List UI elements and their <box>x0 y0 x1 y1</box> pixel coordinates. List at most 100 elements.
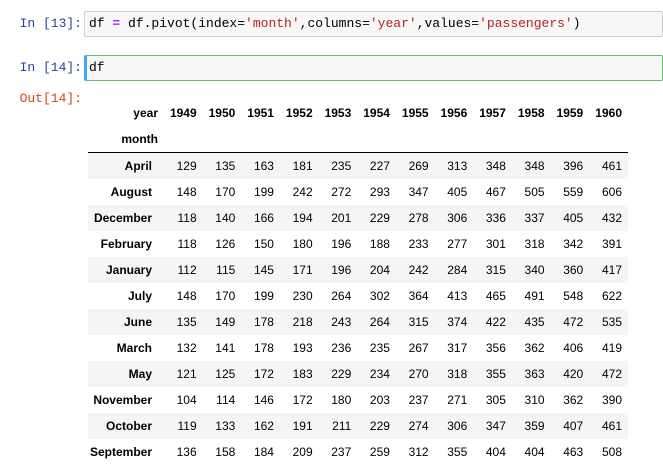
table-cell: 302 <box>369 289 390 303</box>
table-cell: 140 <box>215 211 236 225</box>
column-header-1950: 1950 <box>208 106 236 120</box>
table-cell: 472 <box>563 315 584 329</box>
table-cell: 183 <box>292 367 313 381</box>
table-cell: 118 <box>177 237 197 251</box>
table-cell: 508 <box>601 445 622 459</box>
row-label: June <box>123 315 152 329</box>
empty-header-cell <box>164 126 203 153</box>
table-cell: 622 <box>601 289 622 303</box>
table-cell: 194 <box>292 211 313 225</box>
code-token: ,values= <box>416 16 480 31</box>
table-row: September 136 158 184 209 237 259 312 355 404 404 4… <box>88 439 628 465</box>
table-cell: 114 <box>216 393 236 407</box>
table-cell: 347 <box>408 185 429 199</box>
table-cell: 465 <box>485 289 506 303</box>
empty-header-cell <box>551 126 590 153</box>
code-token: = <box>112 16 121 31</box>
table-cell: 145 <box>253 263 274 277</box>
column-header-1953: 1953 <box>324 106 352 120</box>
table-cell: 306 <box>447 419 468 433</box>
table-row: November 104 114 146 172 180 203 237 271 305 310 36… <box>88 387 628 413</box>
row-label: September <box>89 445 152 459</box>
table-cell: 237 <box>331 445 352 459</box>
table-cell: 203 <box>369 393 390 407</box>
table-cell: 347 <box>485 419 506 433</box>
table-cell: 310 <box>524 393 545 407</box>
empty-header-cell <box>319 126 358 153</box>
table-cell: 305 <box>485 393 506 407</box>
table-cell: 201 <box>331 211 352 225</box>
code-input[interactable]: df <box>84 55 663 81</box>
table-cell: 132 <box>176 341 197 355</box>
table-cell: 491 <box>524 289 545 303</box>
table-cell: 270 <box>408 367 429 381</box>
table-cell: 548 <box>563 289 584 303</box>
row-label: January <box>105 263 152 277</box>
table-cell: 234 <box>369 367 390 381</box>
empty-header-cell <box>512 126 551 153</box>
table-cell: 318 <box>447 367 468 381</box>
code-input[interactable]: df = df.pivot(index='month',columns='yea… <box>84 11 663 37</box>
table-cell: 230 <box>292 289 313 303</box>
table-cell: 196 <box>331 263 352 277</box>
table-cell: 209 <box>292 445 313 459</box>
table-cell: 535 <box>601 315 622 329</box>
row-label: May <box>128 367 152 381</box>
table-cell: 364 <box>408 289 429 303</box>
code-cell-14[interactable]: In [14]: df <box>0 54 663 82</box>
empty-header-cell <box>203 126 242 153</box>
table-cell: 271 <box>447 393 468 407</box>
table-cell: 313 <box>447 159 468 173</box>
table-cell: 396 <box>563 159 584 173</box>
table-cell: 191 <box>292 419 313 433</box>
table-cell: 166 <box>253 211 274 225</box>
code-token: 'passengers' <box>479 16 573 31</box>
table-cell: 229 <box>369 211 390 225</box>
table-cell: 170 <box>215 289 236 303</box>
table-cell: 340 <box>524 263 545 277</box>
row-label: August <box>110 185 152 199</box>
table-row: March 132 141 178 193 236 235 267 317 356 362 406 41… <box>88 335 628 361</box>
table-cell: 374 <box>447 315 468 329</box>
header-row: year 1949 1950 1951 1952 1953 1954 1955 1956 195… <box>88 100 628 126</box>
table-cell: 264 <box>331 289 352 303</box>
row-label: October <box>105 419 152 433</box>
table-cell: 419 <box>601 341 622 355</box>
table-cell: 178 <box>253 315 274 329</box>
table-cell: 149 <box>215 315 236 329</box>
table-cell: 235 <box>369 341 390 355</box>
table-cell: 243 <box>331 315 352 329</box>
table-cell: 362 <box>524 341 545 355</box>
table-cell: 342 <box>563 237 584 251</box>
table-cell: 104 <box>176 393 197 407</box>
table-cell: 112 <box>177 263 197 277</box>
table-cell: 158 <box>215 445 236 459</box>
code-cell-13[interactable]: In [13]: df = df.pivot(index='month',col… <box>0 10 663 38</box>
table-cell: 472 <box>601 367 622 381</box>
table-cell: 115 <box>216 263 236 277</box>
column-header-1952: 1952 <box>285 106 313 120</box>
table-cell: 404 <box>485 445 506 459</box>
table-cell: 118 <box>177 211 197 225</box>
table-cell: 277 <box>447 237 468 251</box>
table-cell: 211 <box>332 419 352 433</box>
input-prompt: In [13]: <box>19 16 82 31</box>
table-cell: 188 <box>369 237 390 251</box>
table-cell: 146 <box>253 393 274 407</box>
column-header-1951: 1951 <box>247 106 274 120</box>
table-cell: 269 <box>408 159 429 173</box>
table-cell: 148 <box>176 289 197 303</box>
table-cell: 218 <box>292 315 313 329</box>
table-cell: 180 <box>331 393 352 407</box>
table-cell: 259 <box>369 445 390 459</box>
table-cell: 315 <box>408 315 429 329</box>
table-cell: 348 <box>485 159 506 173</box>
table-cell: 126 <box>215 237 236 251</box>
table-body: April 129 135 163 181 235 227 269 313 348 348 396 46… <box>88 152 628 466</box>
table-cell: 406 <box>563 341 584 355</box>
row-label: November <box>93 393 152 407</box>
column-header-1957: 1957 <box>479 106 506 120</box>
table-row: August 148 170 199 242 272 293 347 405 467 505 559 6… <box>88 179 628 205</box>
column-header-1958: 1958 <box>517 106 545 120</box>
table-cell: 150 <box>253 237 274 251</box>
